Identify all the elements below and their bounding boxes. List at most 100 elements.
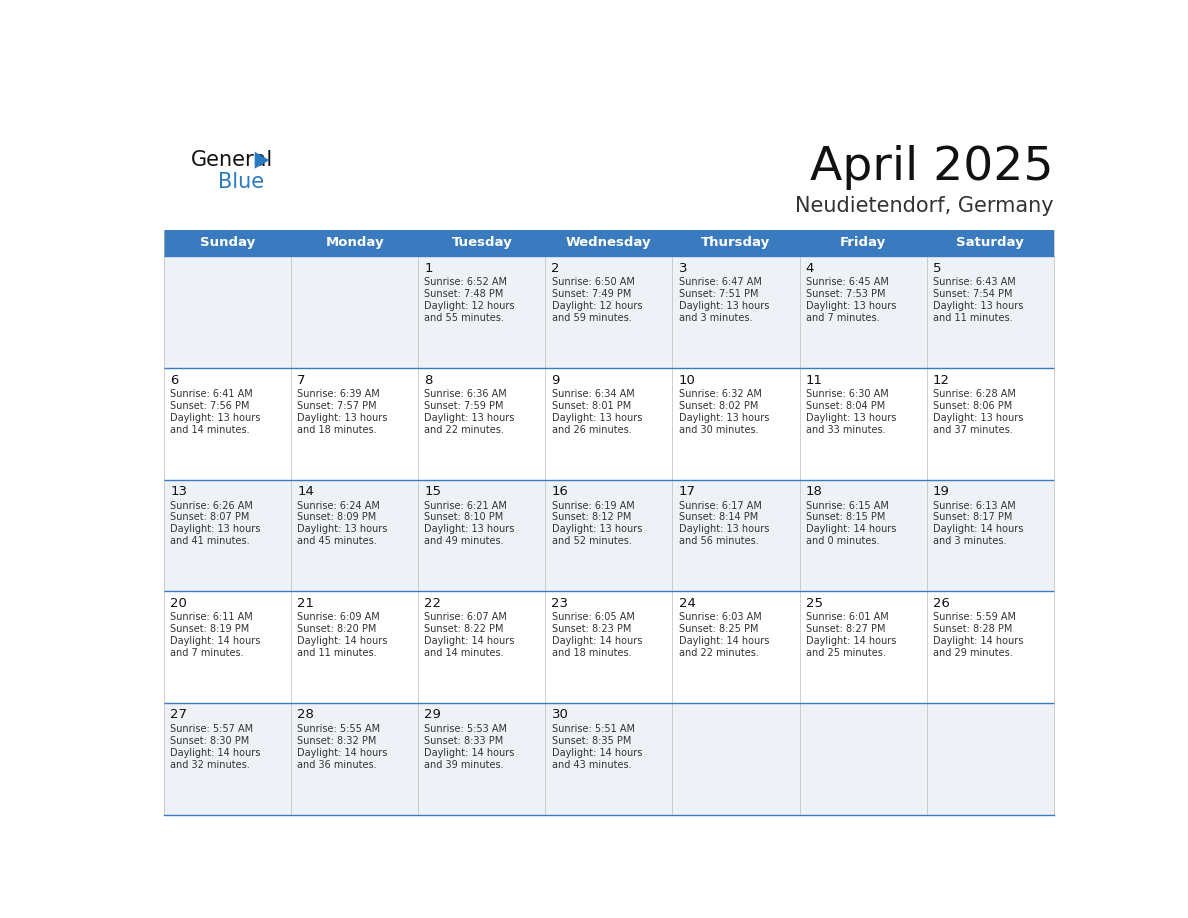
Text: 23: 23 (551, 597, 569, 610)
Text: 26: 26 (933, 597, 949, 610)
Text: Sunrise: 6:15 AM: Sunrise: 6:15 AM (805, 500, 889, 510)
Text: Sunrise: 6:45 AM: Sunrise: 6:45 AM (805, 277, 889, 287)
Text: Daylight: 13 hours: Daylight: 13 hours (678, 301, 769, 311)
Text: Sunset: 8:09 PM: Sunset: 8:09 PM (297, 512, 377, 522)
Text: Sunset: 7:56 PM: Sunset: 7:56 PM (170, 401, 249, 411)
Text: Daylight: 13 hours: Daylight: 13 hours (424, 413, 514, 423)
Text: and 29 minutes.: and 29 minutes. (933, 648, 1012, 658)
Text: Daylight: 13 hours: Daylight: 13 hours (805, 301, 896, 311)
Text: Sunrise: 6:24 AM: Sunrise: 6:24 AM (297, 500, 380, 510)
Text: Daylight: 14 hours: Daylight: 14 hours (170, 748, 260, 757)
Text: Daylight: 14 hours: Daylight: 14 hours (933, 636, 1023, 646)
Text: Daylight: 14 hours: Daylight: 14 hours (933, 524, 1023, 534)
Text: Sunset: 8:12 PM: Sunset: 8:12 PM (551, 512, 631, 522)
Text: Daylight: 13 hours: Daylight: 13 hours (678, 524, 769, 534)
Text: and 43 minutes.: and 43 minutes. (551, 760, 631, 769)
Text: Sunrise: 6:03 AM: Sunrise: 6:03 AM (678, 612, 762, 622)
Text: Monday: Monday (326, 237, 384, 250)
Text: Daylight: 13 hours: Daylight: 13 hours (678, 413, 769, 423)
Text: Sunrise: 5:59 AM: Sunrise: 5:59 AM (933, 612, 1016, 622)
Text: Sunset: 8:06 PM: Sunset: 8:06 PM (933, 401, 1012, 411)
Text: Sunset: 8:28 PM: Sunset: 8:28 PM (933, 624, 1012, 634)
Text: and 41 minutes.: and 41 minutes. (170, 536, 249, 546)
Text: Sunrise: 6:50 AM: Sunrise: 6:50 AM (551, 277, 634, 287)
Text: Sunset: 8:04 PM: Sunset: 8:04 PM (805, 401, 885, 411)
Text: and 45 minutes.: and 45 minutes. (297, 536, 377, 546)
Text: Daylight: 13 hours: Daylight: 13 hours (297, 413, 387, 423)
Text: and 0 minutes.: and 0 minutes. (805, 536, 879, 546)
Text: and 59 minutes.: and 59 minutes. (551, 313, 631, 323)
Text: Sunset: 8:10 PM: Sunset: 8:10 PM (424, 512, 504, 522)
Text: Sunset: 8:15 PM: Sunset: 8:15 PM (805, 512, 885, 522)
Text: 29: 29 (424, 709, 441, 722)
Text: 19: 19 (933, 485, 949, 498)
Text: and 11 minutes.: and 11 minutes. (933, 313, 1012, 323)
Text: Sunrise: 6:26 AM: Sunrise: 6:26 AM (170, 500, 253, 510)
Text: Sunrise: 6:32 AM: Sunrise: 6:32 AM (678, 389, 762, 399)
Text: 17: 17 (678, 485, 696, 498)
Bar (164, 256, 1054, 368)
Text: Daylight: 14 hours: Daylight: 14 hours (424, 636, 514, 646)
Text: Sunset: 8:17 PM: Sunset: 8:17 PM (933, 512, 1012, 522)
Text: Sunset: 8:02 PM: Sunset: 8:02 PM (678, 401, 758, 411)
Text: Daylight: 13 hours: Daylight: 13 hours (933, 301, 1023, 311)
Text: Sunrise: 5:53 AM: Sunrise: 5:53 AM (424, 724, 507, 733)
Text: 9: 9 (551, 374, 560, 386)
Bar (164, 368, 1054, 480)
Bar (164, 480, 1054, 591)
Text: and 7 minutes.: and 7 minutes. (805, 313, 879, 323)
Text: Daylight: 14 hours: Daylight: 14 hours (678, 636, 769, 646)
Bar (164, 703, 1054, 814)
Text: and 49 minutes.: and 49 minutes. (424, 536, 504, 546)
Text: and 55 minutes.: and 55 minutes. (424, 313, 504, 323)
Text: Sunset: 7:53 PM: Sunset: 7:53 PM (805, 289, 885, 299)
Text: and 11 minutes.: and 11 minutes. (297, 648, 377, 658)
Text: Sunset: 7:57 PM: Sunset: 7:57 PM (297, 401, 377, 411)
Text: and 3 minutes.: and 3 minutes. (678, 313, 752, 323)
Text: Sunrise: 6:17 AM: Sunrise: 6:17 AM (678, 500, 762, 510)
Text: Daylight: 13 hours: Daylight: 13 hours (170, 524, 260, 534)
Text: 18: 18 (805, 485, 822, 498)
Text: Sunrise: 6:05 AM: Sunrise: 6:05 AM (551, 612, 634, 622)
Text: and 25 minutes.: and 25 minutes. (805, 648, 885, 658)
Text: and 22 minutes.: and 22 minutes. (678, 648, 758, 658)
Text: Sunset: 7:59 PM: Sunset: 7:59 PM (424, 401, 504, 411)
Text: 20: 20 (170, 597, 187, 610)
Text: 14: 14 (297, 485, 314, 498)
Text: Sunrise: 6:07 AM: Sunrise: 6:07 AM (424, 612, 507, 622)
Text: and 37 minutes.: and 37 minutes. (933, 425, 1012, 435)
Text: 22: 22 (424, 597, 442, 610)
Text: and 14 minutes.: and 14 minutes. (170, 425, 249, 435)
Text: and 32 minutes.: and 32 minutes. (170, 760, 249, 769)
Text: Sunset: 7:54 PM: Sunset: 7:54 PM (933, 289, 1012, 299)
Text: Sunset: 8:35 PM: Sunset: 8:35 PM (551, 736, 631, 745)
Text: 11: 11 (805, 374, 823, 386)
Text: and 14 minutes.: and 14 minutes. (424, 648, 504, 658)
Text: Sunrise: 5:55 AM: Sunrise: 5:55 AM (297, 724, 380, 733)
Text: Daylight: 13 hours: Daylight: 13 hours (933, 413, 1023, 423)
Text: and 36 minutes.: and 36 minutes. (297, 760, 377, 769)
Text: Sunset: 8:30 PM: Sunset: 8:30 PM (170, 736, 249, 745)
Text: Sunrise: 6:13 AM: Sunrise: 6:13 AM (933, 500, 1016, 510)
Polygon shape (254, 151, 270, 169)
Text: Daylight: 14 hours: Daylight: 14 hours (805, 636, 896, 646)
Text: Sunrise: 6:43 AM: Sunrise: 6:43 AM (933, 277, 1016, 287)
Text: 16: 16 (551, 485, 568, 498)
Text: Wednesday: Wednesday (565, 237, 652, 250)
Text: 3: 3 (678, 262, 687, 274)
Text: 6: 6 (170, 374, 178, 386)
Text: Blue: Blue (219, 172, 265, 192)
Text: Daylight: 13 hours: Daylight: 13 hours (424, 524, 514, 534)
Text: 12: 12 (933, 374, 949, 386)
Text: 27: 27 (170, 709, 188, 722)
Text: and 22 minutes.: and 22 minutes. (424, 425, 504, 435)
Text: Neudietendorf, Germany: Neudietendorf, Germany (795, 196, 1054, 217)
Text: Sunset: 8:25 PM: Sunset: 8:25 PM (678, 624, 758, 634)
Text: Daylight: 13 hours: Daylight: 13 hours (297, 524, 387, 534)
Text: Daylight: 14 hours: Daylight: 14 hours (170, 636, 260, 646)
Text: and 26 minutes.: and 26 minutes. (551, 425, 631, 435)
Text: Sunrise: 5:51 AM: Sunrise: 5:51 AM (551, 724, 634, 733)
Text: Daylight: 14 hours: Daylight: 14 hours (424, 748, 514, 757)
Text: 7: 7 (297, 374, 305, 386)
Text: Sunset: 8:20 PM: Sunset: 8:20 PM (297, 624, 377, 634)
